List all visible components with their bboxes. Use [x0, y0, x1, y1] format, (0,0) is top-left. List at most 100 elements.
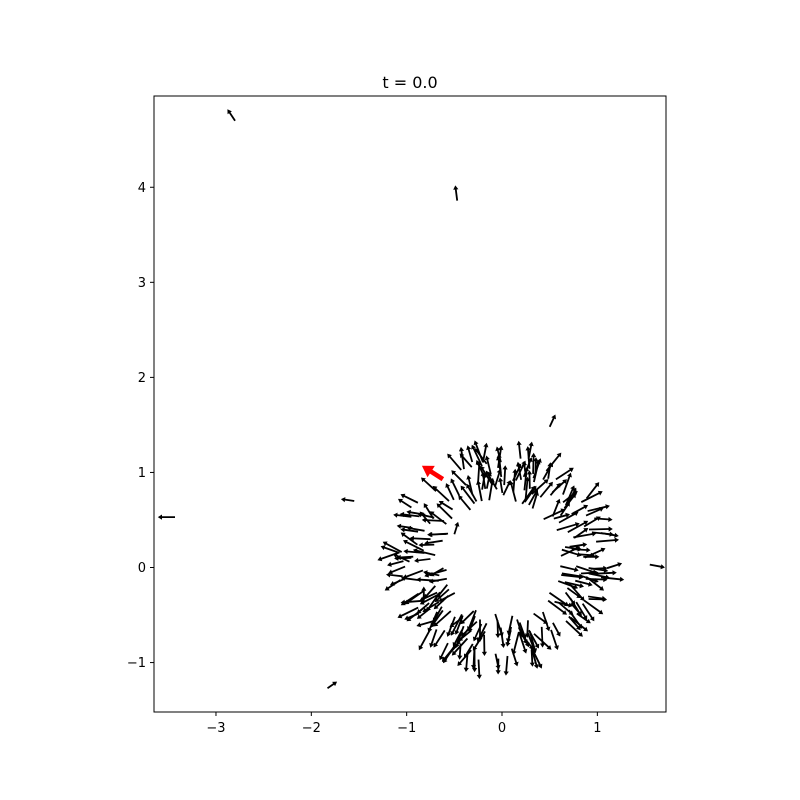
quiver-arrow	[564, 591, 576, 606]
quiver-arrow	[409, 535, 431, 541]
quiver-arrow	[530, 647, 539, 669]
quiver-arrow	[587, 504, 610, 512]
quiver-arrow	[583, 554, 600, 560]
quiver-arrow	[571, 504, 589, 515]
y-tick-label: −1	[127, 656, 146, 671]
quiver-arrow	[386, 572, 403, 578]
quiver-arrow	[406, 525, 425, 532]
quiver-arrow	[424, 539, 443, 546]
quiver-arrow	[554, 600, 573, 608]
quiver-arrow	[416, 608, 431, 619]
quiver-arrow	[580, 490, 603, 503]
quiver-arrow	[428, 531, 449, 538]
chart-title: t = 0.0	[382, 73, 437, 92]
quiver-arrow	[403, 548, 425, 555]
quiver-arrow	[400, 527, 419, 533]
quiver-arrow	[472, 631, 486, 651]
quiver-arrow	[583, 599, 604, 615]
quiver-arrow	[606, 562, 623, 570]
quiver-arrow	[524, 485, 537, 503]
quiver-arrow	[562, 491, 578, 503]
quiver-arrow	[547, 599, 567, 615]
quiver-arrow	[511, 631, 520, 656]
quiver-arrow	[377, 551, 399, 562]
quiver-arrow	[402, 569, 424, 580]
quiver-arrow	[588, 595, 607, 601]
quiver-arrow	[556, 522, 580, 531]
quiver-arrow	[505, 629, 512, 647]
quiver-arrow	[481, 472, 487, 490]
quiver-arrow	[384, 579, 401, 591]
quiver-arrow	[562, 472, 572, 495]
quiver-arrow	[596, 537, 619, 543]
quiver-arrow	[406, 608, 423, 622]
quiver-arrow	[400, 575, 421, 582]
quiver-arrow	[406, 509, 426, 516]
quiver-arrow	[430, 609, 444, 628]
quiver-arrow	[476, 659, 482, 680]
quiver-arrow	[565, 485, 575, 506]
quiver-arrow	[423, 570, 440, 577]
quiver-arrow	[533, 612, 548, 624]
quiver-arrow	[494, 653, 501, 670]
quiver-arrow	[526, 470, 533, 489]
quiver-arrow	[565, 487, 577, 507]
quiver-arrow	[403, 539, 425, 552]
quiver-arrow	[416, 577, 439, 583]
highlighted-arrow	[421, 465, 445, 482]
quiver-arrow	[502, 480, 512, 496]
quiver-arrow	[518, 622, 527, 640]
quiver-arrow	[566, 587, 582, 599]
quiver-arrow	[419, 594, 438, 605]
quiver-arrow	[432, 606, 443, 623]
quiver-arrow	[480, 465, 494, 486]
quiver-arrow	[516, 440, 522, 459]
quiver-arrow	[398, 498, 412, 509]
quiver-arrow	[438, 501, 454, 511]
quiver-arrow	[516, 461, 522, 480]
x-tick-label: −2	[302, 721, 321, 736]
quiver-arrow	[460, 485, 476, 505]
quiver-arrow	[458, 446, 465, 470]
quiver-arrow	[467, 609, 477, 631]
quiver-arrow	[531, 452, 537, 474]
quiver-arrow	[482, 442, 489, 463]
quiver-arrow	[588, 572, 610, 580]
quiver-arrow	[433, 595, 449, 610]
quiver-arrow	[568, 583, 585, 601]
quiver-arrow	[498, 477, 504, 494]
quiver-arrow	[476, 622, 488, 642]
quiver-arrow	[550, 629, 559, 650]
quiver-arrow	[400, 592, 420, 606]
arrows-layer	[157, 109, 665, 689]
quiver-arrow	[584, 547, 606, 559]
quiver-arrow	[547, 462, 553, 479]
quiver-arrow	[429, 511, 447, 525]
quiver-arrow	[600, 576, 625, 582]
quiver-arrow	[460, 621, 478, 637]
quiver-arrow	[532, 458, 542, 479]
quiver-arrow	[545, 452, 562, 472]
y-tick-label: 4	[138, 181, 146, 196]
quiver-arrow	[418, 542, 435, 548]
quiver-arrow	[394, 555, 412, 561]
quiver-arrow	[449, 616, 464, 628]
quiver-arrow	[561, 574, 584, 580]
quiver-arrow	[585, 507, 604, 517]
quiver-arrow	[549, 482, 561, 496]
quiver-arrow	[476, 461, 482, 484]
quiver-arrow	[436, 503, 453, 520]
quiver-arrow	[327, 681, 338, 689]
quiver-arrow	[558, 511, 579, 524]
quiver-arrow	[463, 653, 469, 672]
quiver-arrow	[433, 610, 452, 627]
quiver-arrow	[494, 468, 502, 488]
quiver-arrow	[442, 645, 457, 662]
quiver-arrow	[529, 631, 538, 653]
quiver-arrow	[472, 648, 478, 673]
quiver-arrow	[499, 627, 506, 648]
quiver-arrow	[453, 521, 460, 535]
quiver-arrow	[445, 483, 455, 501]
quiver-arrow	[527, 441, 534, 459]
quiver-arrow	[585, 482, 600, 499]
